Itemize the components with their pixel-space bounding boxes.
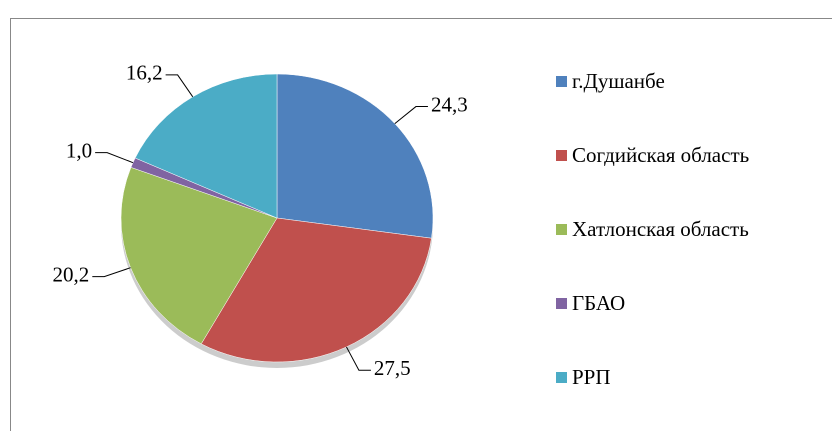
pie-slice: [134, 73, 278, 219]
leader-line: [165, 74, 194, 98]
chart-border: [10, 18, 832, 431]
legend-swatch: [556, 371, 567, 383]
legend-swatch: [556, 75, 567, 87]
data-label: 20,2: [53, 262, 90, 286]
pie-slice: [200, 217, 432, 363]
legend-label: Согдийская область: [572, 142, 750, 167]
legend-label: ГБАО: [572, 290, 626, 315]
legend-label: Хатлонская область: [572, 216, 749, 241]
leader-line: [346, 346, 371, 371]
leader-line: [92, 267, 131, 278]
data-label: 24,3: [431, 92, 468, 116]
data-label: 1,0: [66, 138, 92, 162]
legend-item: РРП: [556, 340, 828, 414]
legend-label: г.Душанбе: [572, 68, 665, 93]
legend-swatch: [556, 149, 567, 161]
legend-item: Хатлонская область: [556, 192, 828, 266]
leader-line: [394, 106, 428, 124]
data-label: 27,5: [374, 356, 411, 380]
pie-slice: [276, 73, 434, 239]
data-label: 16,2: [126, 61, 163, 85]
leader-line: [95, 152, 134, 164]
legend-item: г.Душанбе: [556, 44, 828, 118]
legend-swatch: [556, 223, 567, 235]
legend-swatch: [556, 297, 567, 309]
legend-label: РРП: [572, 364, 611, 389]
legend: г.Душанбе Согдийская область Хатлонская об…: [556, 44, 828, 414]
legend-item: Согдийская область: [556, 118, 828, 192]
legend-item: ГБАО: [556, 266, 828, 340]
